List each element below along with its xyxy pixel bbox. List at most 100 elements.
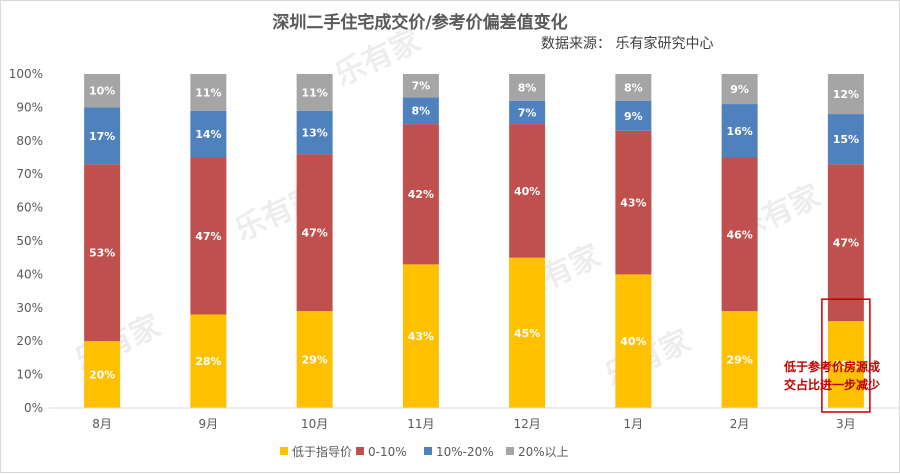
bar-segment [721, 157, 758, 312]
x-tick-label: 1月 [624, 417, 644, 431]
bar-segment [827, 164, 864, 322]
bar-segment [721, 311, 758, 408]
y-tick-label: 100% [9, 67, 43, 81]
annotation-text: 低于参考价房源成 [783, 359, 880, 374]
data-label: 9% [730, 83, 749, 96]
data-label: 40% [514, 185, 540, 198]
data-label: 13% [301, 126, 327, 139]
x-tick-label: 8月 [92, 417, 112, 431]
y-tick-label: 10% [16, 368, 43, 382]
bar-segment [296, 154, 333, 312]
bar-segment [615, 74, 652, 101]
data-label: 46% [726, 228, 752, 241]
bar-segment [615, 130, 652, 275]
bar-segment [84, 74, 121, 108]
bar-segment [190, 74, 227, 111]
y-tick-label: 50% [16, 234, 43, 248]
bar-segment [190, 314, 227, 408]
y-tick-label: 20% [16, 334, 43, 348]
data-label: 8% [412, 105, 431, 118]
data-label: 12% [833, 88, 859, 101]
legend-label: 20%以上 [518, 445, 569, 459]
data-label: 16% [726, 125, 752, 138]
bar-segment [827, 74, 864, 115]
legend-label: 10%-20% [436, 445, 494, 459]
bar-segment [296, 110, 333, 155]
data-label: 11% [301, 86, 327, 99]
bar-segment [615, 274, 652, 408]
y-tick-label: 0% [24, 401, 43, 415]
y-tick-label: 60% [16, 201, 43, 215]
data-label: 47% [301, 227, 327, 240]
data-label: 26% [833, 359, 859, 372]
data-label: 7% [412, 80, 431, 93]
bar-segment [827, 114, 864, 165]
bar-segment [296, 74, 333, 111]
bar-segment [84, 341, 121, 408]
bar-segment [402, 74, 439, 98]
legend-swatch [280, 447, 288, 455]
bar-segment [509, 74, 546, 101]
bar-segment [721, 104, 758, 158]
data-label: 8% [518, 81, 537, 94]
data-label: 11% [195, 86, 221, 99]
watermark-layer: 乐有家乐有家乐有家乐有家乐有家乐有家 [70, 23, 826, 393]
bar-segment [509, 124, 546, 258]
legend-swatch [356, 447, 364, 455]
bar-segment [509, 257, 546, 408]
bar-segment [84, 164, 121, 342]
y-tick-label: 70% [16, 167, 43, 181]
legend-swatch [424, 447, 432, 455]
data-label: 28% [195, 355, 221, 368]
data-label: 45% [514, 327, 540, 340]
data-label: 29% [301, 354, 327, 367]
data-label: 14% [195, 128, 221, 141]
legend-swatch [506, 447, 514, 455]
legend-label: 低于指导价 [292, 444, 352, 459]
data-label: 47% [833, 237, 859, 250]
data-label: 42% [408, 188, 434, 201]
bar-segment [509, 100, 546, 125]
annotation-text: 交占比进一步减少 [784, 377, 880, 392]
legend: 低于指导价 0-10% 10%-20% 20%以上 [280, 444, 569, 459]
data-label: 53% [89, 247, 115, 260]
x-axis: 8月 9月 10月 11月 12月 1月 2月 3月 [49, 407, 899, 431]
x-tick-label: 3月 [836, 417, 856, 431]
chart-title: 深圳二手住宅成交价/参考价偏差值变化 [272, 12, 567, 33]
bar-segment [402, 97, 439, 125]
y-tick-label: 80% [16, 134, 43, 148]
bar-segment [721, 74, 758, 105]
highlight-box [821, 298, 871, 413]
data-label: 17% [89, 130, 115, 143]
data-label: 40% [620, 335, 646, 348]
data-label: 7% [518, 106, 537, 119]
bar-segment [84, 107, 121, 165]
data-label: 20% [89, 369, 115, 382]
x-tick-label: 9月 [199, 417, 219, 431]
bar-segment [402, 124, 439, 265]
x-tick-label: 12月 [513, 417, 540, 431]
bars-layer: 20% 53% 17% 10% 28% 47% 14% 11% 29% 47% 13% 11% 43% 4… [84, 74, 864, 408]
y-tick-label: 90% [16, 100, 43, 114]
data-label: 43% [408, 330, 434, 343]
y-tick-label: 40% [16, 267, 43, 281]
x-tick-label: 10月 [301, 417, 328, 431]
x-tick-label: 11月 [407, 417, 434, 431]
data-label: 8% [624, 81, 643, 94]
bar-segment [296, 311, 333, 408]
bar-segment [190, 157, 227, 315]
y-axis: 0% 10% 20% 30% 40% 50% 60% 70% 80% 90% 100% [9, 67, 43, 415]
data-label: 29% [726, 354, 752, 367]
y-tick-label: 30% [16, 301, 43, 315]
chart-subtitle: 数据来源： 乐有家研究中心 [541, 35, 713, 52]
bar-segment [615, 100, 652, 131]
data-label: 43% [620, 197, 646, 210]
x-tick-label: 2月 [730, 417, 750, 431]
legend-label: 0-10% [368, 445, 407, 459]
data-label: 47% [195, 230, 221, 243]
data-label: 10% [89, 85, 115, 98]
bar-segment [827, 321, 864, 408]
